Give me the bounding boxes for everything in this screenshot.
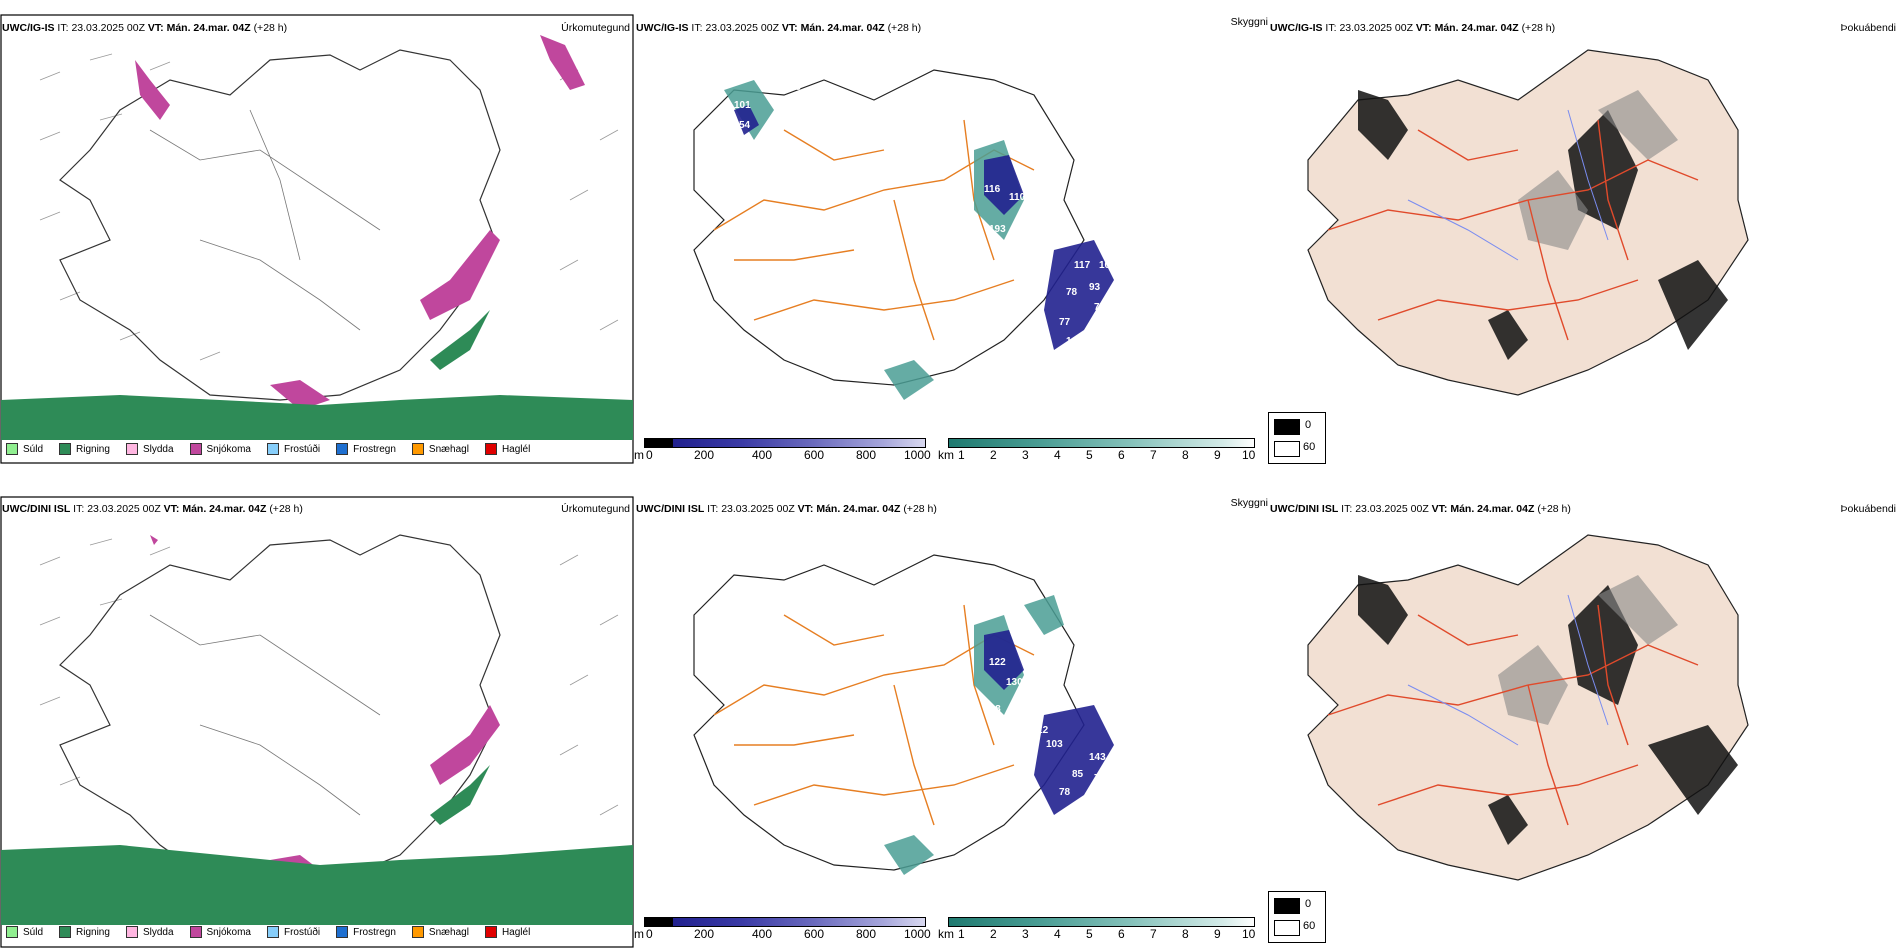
- legend-item: Frostúði: [266, 926, 320, 938]
- map-label: 93: [1089, 282, 1101, 293]
- row2-fog-title: Þokuábendi: [1840, 503, 1896, 515]
- row2-visibility-panel: 12 122 130 288 112 103 143 85 75 78 70 1…: [634, 485, 1268, 950]
- rivers-blue: [1407, 594, 1609, 746]
- row2-precip-header: UWC/DINI ISL IT: 23.03.2025 00Z VT: Mán.…: [2, 503, 303, 515]
- legend-item: Snjókoma: [189, 926, 251, 938]
- visibility-map: 208 101 54 116 110 193 144 117 106 78 93…: [693, 69, 1116, 400]
- map-label: 54: [739, 120, 751, 131]
- rain-area: [1, 310, 633, 440]
- row2-precip-panel: UWC/DINI ISL IT: 23.03.2025 00Z VT: Mán.…: [0, 485, 634, 950]
- low-visibility-teal: [724, 80, 1024, 400]
- wind-barbs: [39, 538, 619, 816]
- map-label: 106: [1099, 260, 1116, 271]
- legend-item: Snjókoma: [189, 443, 251, 455]
- legend-item: Slydda: [125, 926, 174, 938]
- map-label: 75: [1094, 773, 1106, 784]
- map-label: 103: [1046, 739, 1063, 750]
- precip-map: [0, 14, 634, 464]
- row1-fog-header: UWC/IG-IS IT: 23.03.2025 00Z VT: Mán. 24…: [1270, 22, 1556, 34]
- row2-fog-header: UWC/DINI ISL IT: 23.03.2025 00Z VT: Mán.…: [1270, 503, 1571, 515]
- fog-legend: 0 60: [1268, 891, 1326, 943]
- fog-map: [1307, 534, 1749, 881]
- map-label: 208: [784, 82, 801, 93]
- row1-visibility-title: Skyggni: [1230, 16, 1268, 28]
- map-label: 116: [984, 184, 1001, 195]
- row1-visibility-panel: 208 101 54 116 110 193 144 117 106 78 93…: [634, 0, 1268, 465]
- row1-fog-title: Þokuábendi: [1840, 22, 1896, 34]
- roads: [713, 119, 1035, 341]
- legend-item: Frostúði: [266, 443, 320, 455]
- legend-item: Haglél: [484, 926, 530, 938]
- row2-precip-title: Úrkomutegund: [561, 503, 630, 515]
- legend-item: Rigning: [59, 926, 110, 938]
- km-scale: km 1 2 3 4 5 6 7 8 9 10: [938, 438, 1268, 464]
- low-visibility-navy: [984, 630, 1114, 815]
- m-scale: m 0 200 400 600 800 1000: [634, 438, 934, 464]
- rivers-blue: [1407, 109, 1609, 261]
- fog-dark: [1358, 575, 1738, 845]
- row2-visibility-header: UWC/DINI ISL IT: 23.03.2025 00Z VT: Mán.…: [636, 503, 937, 515]
- fog-grey: [1498, 575, 1678, 725]
- row1-precip-panel: UWC/IG-IS IT: 23.03.2025 00Z VT: Mán. 24…: [0, 0, 634, 465]
- precip-map: [0, 496, 634, 948]
- map-label: 70: [1066, 809, 1078, 820]
- map-label: 12: [729, 581, 741, 592]
- map-label: 110: [1009, 192, 1026, 203]
- map-label: 193: [989, 224, 1006, 235]
- fog-dark: [1358, 90, 1728, 360]
- legend-item: Súld: [6, 926, 43, 938]
- legend-item: Súld: [6, 443, 43, 455]
- map-label: 130: [1006, 677, 1023, 688]
- legend-item: Snæhagl: [411, 926, 469, 938]
- low-visibility-navy: [734, 105, 1114, 350]
- m-scale: m 0 200 400 600 800 1000: [634, 917, 934, 943]
- precip-legend: Súld Rigning Slydda Snjókoma Frostúði Fr…: [2, 923, 632, 941]
- map-label: 76: [1094, 302, 1106, 313]
- legend-item: Frostregn: [336, 926, 396, 938]
- precip-legend: Súld Rigning Slydda Snjókoma Frostúði Fr…: [2, 440, 632, 458]
- map-label: 21: [1034, 232, 1046, 243]
- legend-item: Snæhagl: [411, 443, 469, 455]
- map-label: 101: [734, 100, 751, 111]
- map-label: 288: [984, 704, 1001, 715]
- map-label: 122: [989, 657, 1006, 668]
- iceland-outline: [693, 69, 1085, 386]
- legend-item: Frostregn: [336, 443, 396, 455]
- row2-fog-panel: UWC/DINI ISL IT: 23.03.2025 00Z VT: Mán.…: [1268, 485, 1900, 950]
- row1-fog-panel: UWC/IG-IS IT: 23.03.2025 00Z VT: Mán. 24…: [1268, 0, 1900, 465]
- map-label: 144: [1019, 212, 1036, 223]
- map-label: 77: [1059, 317, 1071, 328]
- map-label: 145: [1066, 336, 1083, 347]
- roads: [713, 604, 1035, 826]
- wind-barbs: [39, 53, 619, 361]
- map-label: 11: [1114, 747, 1125, 758]
- legend-item: Slydda: [125, 443, 174, 455]
- legend-item: Haglél: [484, 443, 530, 455]
- map-label: 78: [1066, 287, 1078, 298]
- roads-red: [1327, 119, 1699, 341]
- row2-visibility-title: Skyggni: [1230, 497, 1268, 509]
- km-scale: km 1 2 3 4 5 6 7 8 9 10: [938, 917, 1268, 943]
- map-label: 143: [1089, 752, 1106, 763]
- row1-visibility-header: UWC/IG-IS IT: 23.03.2025 00Z VT: Mán. 24…: [636, 22, 922, 34]
- iceland-outline: [693, 554, 1085, 871]
- map-label: 85: [1072, 769, 1084, 780]
- map-label: 78: [1059, 787, 1071, 798]
- rain-area: [1, 765, 633, 925]
- map-label: 117: [1074, 260, 1091, 271]
- iceland-outline: [59, 49, 501, 401]
- legend-item: Rigning: [59, 443, 110, 455]
- fog-grey: [1518, 90, 1678, 250]
- row1-precip-title: Úrkomutegund: [561, 22, 630, 34]
- fog-legend: 0 60: [1268, 412, 1326, 464]
- map-label: 112: [1032, 725, 1049, 736]
- visibility-map: 12 122 130 288 112 103 143 85 75 78 70 1…: [693, 554, 1125, 875]
- row1-precip-header: UWC/IG-IS IT: 23.03.2025 00Z VT: Mán. 24…: [2, 22, 288, 34]
- fog-map: [1307, 49, 1749, 396]
- roads-red: [1327, 604, 1699, 826]
